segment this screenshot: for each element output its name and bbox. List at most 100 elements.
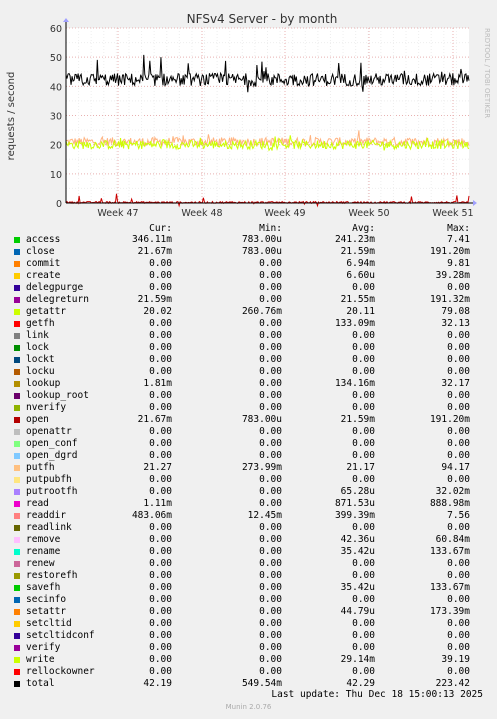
legend-swatch (14, 609, 20, 615)
legend-row-savefh: savefh 0.00 0.00 35.42u 133.67m (0, 582, 497, 594)
legend-avg: 399.39m (334, 510, 375, 521)
legend-avg: 0.00 (352, 558, 375, 569)
legend-name: lock (26, 342, 49, 353)
legend-swatch (14, 537, 20, 543)
legend-name: verify (26, 642, 61, 653)
legend-cur: 483.06m (131, 510, 172, 521)
legend-avg: 0.00 (352, 426, 375, 437)
legend-header-min: Min: (259, 223, 282, 234)
legend-name: open_dgrd (26, 450, 78, 461)
legend-name: delegreturn (26, 294, 89, 305)
legend-min: 273.99m (241, 462, 282, 473)
legend-row-open_dgrd: open_dgrd 0.00 0.00 0.00 0.00 (0, 450, 497, 462)
legend-max: 0.00 (447, 570, 470, 581)
legend-max: 0.00 (447, 342, 470, 353)
legend-row-open: open 21.67m 783.00u 21.59m 191.20m (0, 414, 497, 426)
legend-min: 0.00 (259, 366, 282, 377)
axes: 0 10 20 30 40 50 60 Week 47 Week 48 Week 49 Week 5… (50, 18, 477, 219)
y-tick-label: 40 (50, 82, 62, 93)
legend-name: readdir (26, 510, 67, 521)
legend-cur: 20.02 (143, 306, 172, 317)
legend-min: 0.00 (259, 666, 282, 677)
x-tick-label: Week 48 (181, 208, 222, 219)
legend-name: close (26, 246, 55, 257)
legend-cur: 0.00 (149, 258, 172, 269)
legend-min: 0.00 (259, 282, 282, 293)
legend-cur: 0.00 (149, 630, 172, 641)
legend-swatch (14, 681, 20, 687)
legend-swatch (14, 441, 20, 447)
legend-min: 12.45m (247, 510, 282, 521)
x-axis-arrow (473, 200, 477, 206)
series-line-getattr (65, 135, 470, 152)
legend-swatch (14, 381, 20, 387)
legend-name: setcltidconf (26, 630, 95, 641)
legend-name: readlink (26, 522, 72, 533)
legend-row-readdir: readdir 483.06m 12.45m 399.39m 7.56 (0, 510, 497, 522)
legend-name: open_conf (26, 438, 78, 449)
legend-header-cur: Cur: (149, 223, 172, 234)
legend-max: 0.00 (447, 354, 470, 365)
legend-cur: 0.00 (149, 354, 172, 365)
legend-max: 39.28m (435, 270, 470, 281)
legend-avg: 0.00 (352, 522, 375, 533)
legend-cur: 0.00 (149, 654, 172, 665)
legend-name: link (26, 330, 49, 341)
y-tick-label: 30 (50, 112, 62, 123)
legend-row-restorefh: restorefh 0.00 0.00 0.00 0.00 (0, 570, 497, 582)
legend-avg: 0.00 (352, 642, 375, 653)
legend-max: 0.00 (447, 630, 470, 641)
legend-row-locku: locku 0.00 0.00 0.00 0.00 (0, 366, 497, 378)
legend-cur: 0.00 (149, 282, 172, 293)
legend-avg: 21.59m (340, 246, 375, 257)
legend-min: 0.00 (259, 354, 282, 365)
legend-max: 94.17 (441, 462, 470, 473)
legend-row-lookup_root: lookup_root 0.00 0.00 0.00 0.00 (0, 390, 497, 402)
legend-swatch (14, 513, 20, 519)
legend-avg: 6.60u (346, 270, 375, 281)
legend-row-readlink: readlink 0.00 0.00 0.00 0.00 (0, 522, 497, 534)
legend-name: setattr (26, 606, 67, 617)
x-tick-label: Week 47 (97, 208, 138, 219)
legend-swatch (14, 237, 20, 243)
legend-row-openattr: openattr 0.00 0.00 0.00 0.00 (0, 426, 497, 438)
legend-avg: 0.00 (352, 618, 375, 629)
legend-swatch (14, 669, 20, 675)
legend-cur: 0.00 (149, 474, 172, 485)
legend-avg: 21.55m (340, 294, 375, 305)
legend-avg: 29.14m (340, 654, 375, 665)
legend-max: 0.00 (447, 390, 470, 401)
legend-cur: 0.00 (149, 666, 172, 677)
legend-max: 0.00 (447, 426, 470, 437)
legend-cur: 0.00 (149, 450, 172, 461)
legend-avg: 35.42u (340, 546, 375, 557)
legend-swatch (14, 273, 20, 279)
legend-cur: 0.00 (149, 594, 172, 605)
legend-cur: 21.27 (143, 462, 172, 473)
legend-cur: 0.00 (149, 582, 172, 593)
legend-cur: 21.67m (137, 414, 172, 425)
legend-row-setcltid: setcltid 0.00 0.00 0.00 0.00 (0, 618, 497, 630)
legend-max: 0.00 (447, 450, 470, 461)
legend-swatch (14, 405, 20, 411)
legend-min: 0.00 (259, 450, 282, 461)
legend-name: delegpurge (26, 282, 84, 293)
legend-avg: 21.17 (346, 462, 375, 473)
legend-swatch (14, 573, 20, 579)
chart-title: NFSv4 Server - by month (187, 12, 338, 26)
legend-row-open_conf: open_conf 0.00 0.00 0.00 0.00 (0, 438, 497, 450)
legend-name: secinfo (26, 594, 67, 605)
legend-row-nverify: nverify 0.00 0.00 0.00 0.00 (0, 402, 497, 414)
legend-cur: 1.81m (143, 378, 172, 389)
legend-avg: 35.42u (340, 582, 375, 593)
legend-max: 173.39m (429, 606, 470, 617)
legend-row-link: link 0.00 0.00 0.00 0.00 (0, 330, 497, 342)
legend-cur: 42.19 (143, 678, 172, 689)
legend-cur: 0.00 (149, 534, 172, 545)
legend-min: 0.00 (259, 606, 282, 617)
legend-avg: 0.00 (352, 330, 375, 341)
legend-max: 32.02m (435, 486, 470, 497)
legend-min: 0.00 (259, 582, 282, 593)
munin-version: Munin 2.0.76 (225, 703, 272, 711)
legend-swatch (14, 561, 20, 567)
